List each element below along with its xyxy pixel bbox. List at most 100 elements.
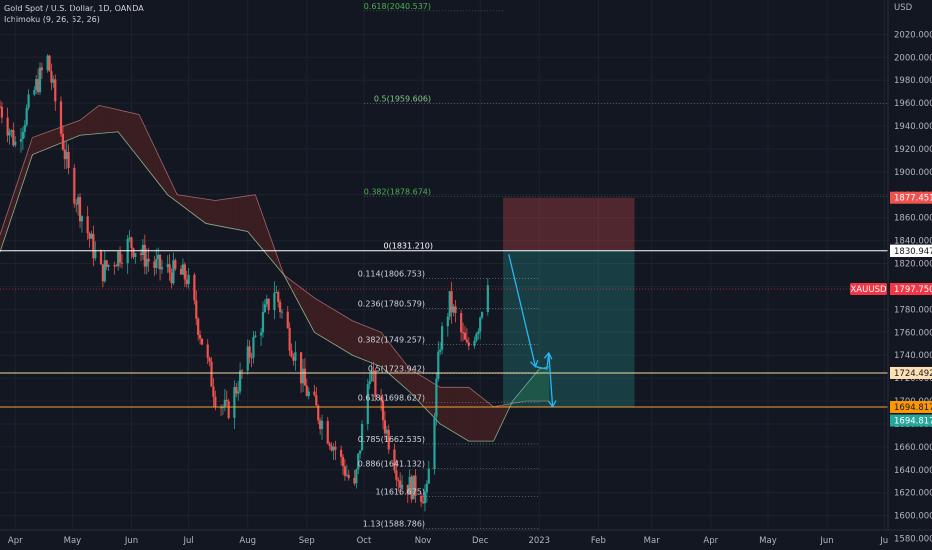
price-tag: [890, 283, 932, 296]
y-tick-label: 1900.000: [894, 168, 932, 178]
candle-body: [383, 420, 387, 434]
candle-body: [38, 67, 42, 93]
y-tick-label: 2000.000: [894, 53, 932, 63]
candle-body: [27, 94, 30, 108]
candle-body: [166, 264, 169, 268]
candle-body: [261, 312, 265, 333]
candle-body: [359, 450, 362, 454]
x-tick-label: Dec: [472, 536, 489, 546]
candle-body: [210, 361, 213, 387]
fib-label: 0.114(1806.753): [358, 270, 425, 279]
cloud-segment: [331, 307, 336, 346]
candle-body: [206, 344, 209, 358]
candle-body: [279, 302, 282, 313]
fib-label: 0.236(1780.579): [358, 300, 425, 309]
cloud-segment: [323, 303, 329, 341]
cloud-segment: [236, 196, 241, 231]
cloud-segment: [430, 381, 435, 419]
take-profit-zone: [503, 250, 635, 407]
candle-body: [395, 470, 398, 480]
candle-body: [52, 79, 55, 83]
cloud-segment: [83, 113, 88, 136]
cloud-segment: [125, 111, 130, 148]
cloud-segment: [3, 211, 8, 241]
cloud-segment: [457, 387, 462, 438]
chart-legend: Gold Spot / U.S. Dollar, 1D, OANDA Ichim…: [4, 3, 144, 25]
symbol-tag: [850, 283, 887, 296]
cloud-segment: [34, 135, 39, 155]
short-position-tool[interactable]: [503, 197, 635, 407]
candle-body: [387, 429, 390, 450]
price-tag: [890, 414, 932, 427]
candle-body: [479, 317, 482, 332]
candle-body: [477, 331, 480, 335]
candle-body: [0, 106, 2, 108]
candle-body: [328, 443, 331, 446]
candle-body: [46, 55, 49, 71]
candle-body: [353, 478, 356, 484]
fib-label: 0(1831.210): [384, 242, 434, 251]
candle-body: [463, 332, 467, 340]
candle-body: [197, 318, 200, 335]
candle-body: [0, 106, 4, 118]
symbol-title[interactable]: Gold Spot / U.S. Dollar, 1D, OANDA: [4, 4, 144, 13]
candle-body: [145, 258, 148, 267]
candle-body: [254, 335, 257, 338]
candle-body: [294, 352, 297, 361]
candle-body: [439, 349, 442, 352]
horizontal-lines[interactable]: [0, 372, 888, 408]
candle-body: [360, 424, 364, 451]
currency-label: USD: [894, 3, 913, 13]
cloud-segment: [72, 121, 77, 139]
candle-body: [343, 466, 347, 476]
candle-body: [355, 469, 358, 484]
x-tick-label: Jun: [124, 536, 138, 546]
y-tick-label: 1840.000: [894, 237, 932, 247]
projection-path[interactable]: [508, 254, 557, 408]
candle-body: [420, 495, 423, 502]
candle-body: [397, 479, 400, 481]
candle-body: [115, 265, 118, 267]
y-tick-label: 1760.000: [894, 328, 932, 338]
cloud-segment: [491, 404, 496, 442]
y-tick-label: 1640.000: [894, 466, 932, 476]
candle-body: [128, 237, 131, 239]
candle-body: [275, 292, 278, 294]
candle-body: [437, 351, 440, 379]
fibonacci-levels[interactable]: 0.618(2040.537) 0.5(1959.606) 0.382(1878.6…: [0, 2, 888, 529]
candle-body: [12, 130, 15, 146]
cloud-segment: [133, 112, 138, 157]
candle-body: [252, 337, 255, 358]
x-tick-label: May: [64, 536, 82, 546]
candle-body: [246, 346, 249, 371]
candle-body: [292, 356, 295, 361]
span-b-line: [0, 104, 549, 408]
candle-body: [277, 292, 280, 303]
cloud-segment: [460, 387, 466, 440]
x-tick-label: Apr: [703, 536, 718, 546]
cloud-segment: [201, 198, 207, 224]
candle-body: [235, 387, 238, 394]
candle-body: [326, 420, 329, 444]
candle-body: [14, 141, 17, 146]
candle-body: [347, 474, 350, 479]
x-tick-label: Oct: [357, 536, 372, 546]
candle-body: [105, 260, 108, 267]
candle-body: [454, 306, 457, 314]
y-tick-label: 1980.000: [894, 76, 932, 86]
candle-body: [473, 340, 476, 346]
candle-body: [440, 326, 444, 350]
fib-label: 0.785(1662.535): [358, 435, 425, 444]
candle-body: [305, 385, 308, 396]
price-tag: [890, 244, 932, 257]
candle-body: [10, 130, 13, 132]
cloud-segment: [369, 327, 374, 364]
price-tag-label: 1694.817: [894, 417, 932, 427]
indicator-title[interactable]: Ichimoku (9, 26, 52, 26): [4, 15, 100, 24]
candle-body: [330, 445, 333, 451]
candle-body: [307, 391, 310, 396]
cloud-segment: [251, 194, 256, 242]
candle-body: [117, 251, 120, 266]
